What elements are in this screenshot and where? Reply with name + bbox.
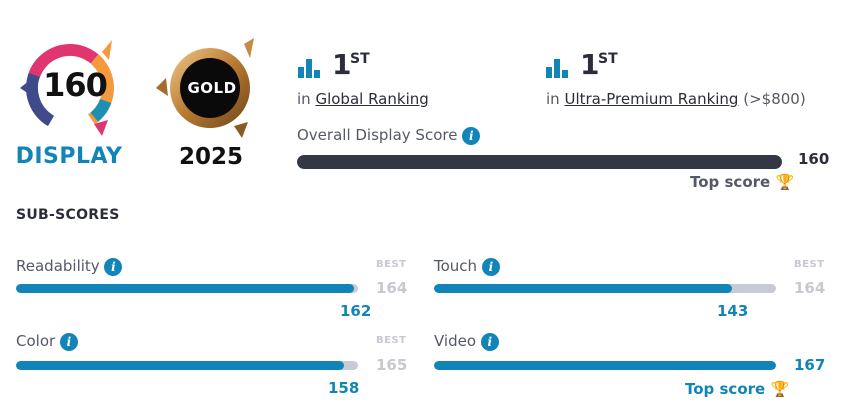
overall-score-bar <box>297 155 782 169</box>
global-ranking-prefix: in <box>297 90 311 108</box>
ultra-premium-rank-suffix: ST <box>598 51 618 67</box>
overall-score-value: 160 <box>798 150 830 168</box>
ultra-premium-ranking-line: in Ultra-Premium Ranking (>$800) <box>546 90 806 108</box>
display-badge-ring-icon <box>20 40 114 136</box>
readability-label-text: Readability <box>16 257 100 275</box>
readability-score-value: 162 <box>340 302 372 320</box>
touch-bar <box>434 284 776 293</box>
video-label: Video i <box>434 332 499 351</box>
trophy-icon: 🏆 <box>775 173 795 191</box>
video-top-score-label: Top score <box>685 380 766 398</box>
sub-scores-heading: SUB-SCORES <box>16 207 120 223</box>
touch-score-value: 143 <box>717 302 749 320</box>
ultra-premium-rank-number: 1 <box>580 48 600 81</box>
display-label: DISPLAY <box>15 144 123 169</box>
gold-label: GOLD <box>187 79 237 97</box>
global-rank-suffix: ST <box>350 51 370 67</box>
overall-top-score: Top score 🏆 <box>690 173 794 191</box>
color-best-value: 165 <box>376 356 408 374</box>
info-icon[interactable]: i <box>480 332 499 351</box>
ultra-premium-price-note: (>$800) <box>743 90 806 108</box>
ranking-bars-icon <box>546 58 570 78</box>
overall-score-label: Overall Display Score i <box>297 126 481 145</box>
info-icon[interactable]: i <box>59 332 78 351</box>
video-score-value: 167 <box>794 356 826 374</box>
global-ranking-link[interactable]: Global Ranking <box>315 90 429 108</box>
color-label-text: Color <box>16 332 56 350</box>
color-score-value: 158 <box>328 379 360 397</box>
touch-bar-fill <box>434 284 733 293</box>
display-score-badge: 160 <box>43 66 108 104</box>
color-bar-fill <box>16 361 344 370</box>
video-bar-fill <box>434 361 776 370</box>
info-icon[interactable]: i <box>481 257 500 276</box>
readability-label: Readability i <box>16 257 123 276</box>
video-top-score: Top score 🏆 <box>685 380 789 398</box>
color-bar <box>16 361 358 370</box>
info-icon[interactable]: i <box>104 257 123 276</box>
readability-bar-fill <box>16 284 354 293</box>
ranking-bars-icon <box>298 58 322 78</box>
video-label-text: Video <box>434 332 477 350</box>
overall-score-bar-fill <box>297 155 782 169</box>
readability-best-label: BEST <box>376 259 407 270</box>
info-icon[interactable]: i <box>462 126 481 145</box>
touch-best-label: BEST <box>794 259 825 270</box>
trophy-icon: 🏆 <box>770 380 790 398</box>
global-ranking-line: in Global Ranking <box>297 90 429 108</box>
gold-medal-icon <box>156 38 254 138</box>
touch-label-text: Touch <box>434 257 478 275</box>
color-label: Color i <box>16 332 78 351</box>
global-rank-number: 1 <box>332 48 352 81</box>
readability-bar <box>16 284 358 293</box>
ultra-premium-ranking-prefix: in <box>546 90 560 108</box>
gold-year: 2025 <box>178 144 243 170</box>
touch-label: Touch i <box>434 257 500 276</box>
overall-top-score-label: Top score <box>690 173 771 191</box>
ultra-premium-ranking-link[interactable]: Ultra-Premium Ranking <box>564 90 739 108</box>
overall-score-label-text: Overall Display Score <box>297 126 458 144</box>
video-bar <box>434 361 776 370</box>
readability-best-value: 164 <box>376 279 408 297</box>
color-best-label: BEST <box>376 335 407 346</box>
touch-best-value: 164 <box>794 279 826 297</box>
